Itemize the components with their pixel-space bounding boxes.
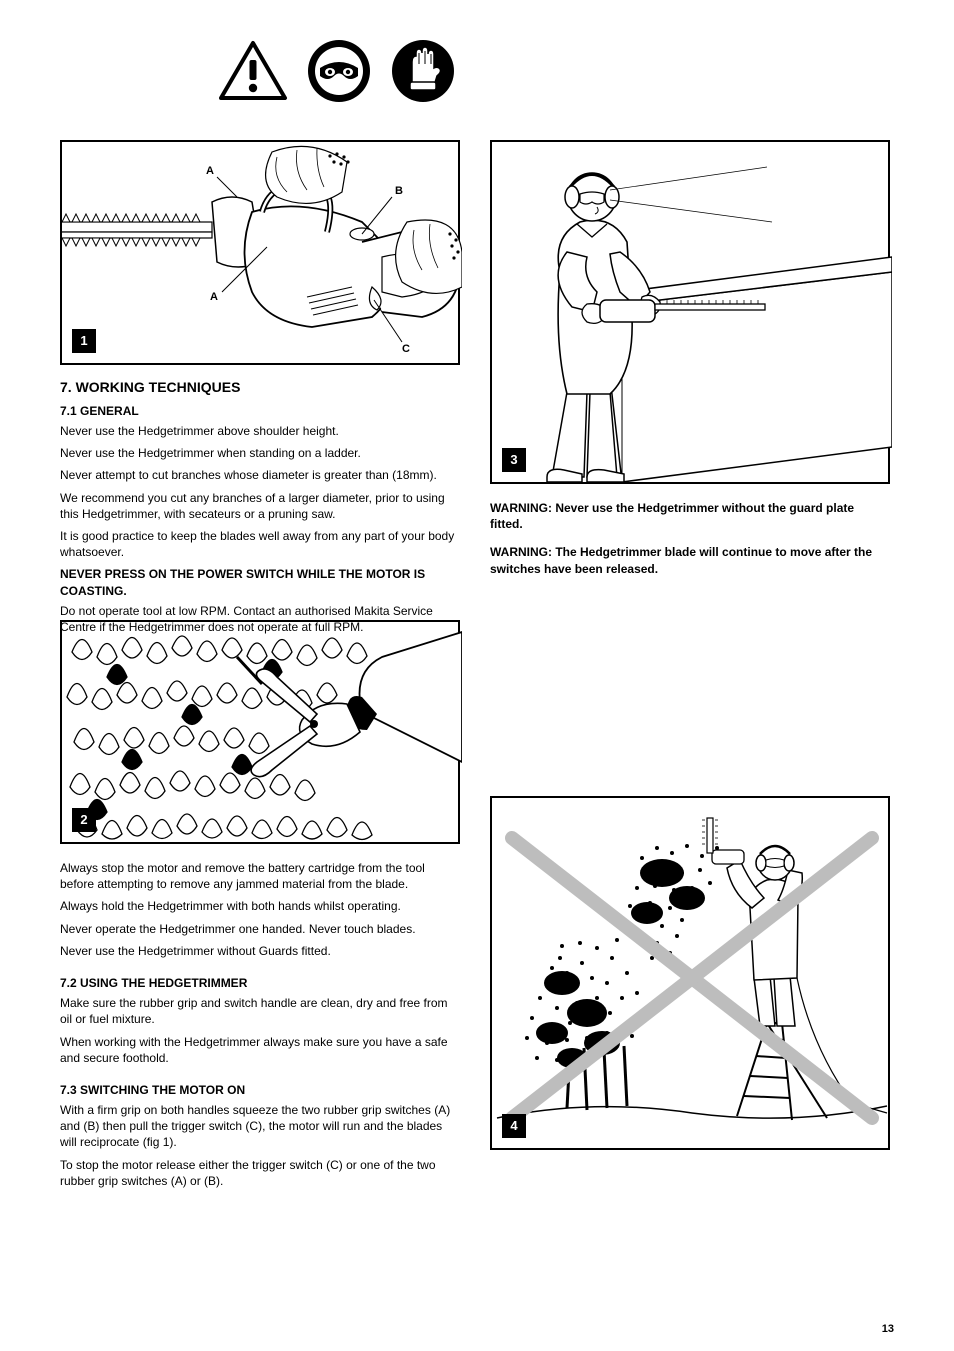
figure-4: 4	[490, 796, 890, 1150]
gloves-icon	[390, 38, 456, 108]
figure-1-label: 1	[72, 329, 96, 353]
left-text-block-2: Always stop the motor and remove the bat…	[60, 860, 460, 1195]
figure-4-label: 4	[502, 1114, 526, 1138]
using-p2: When working with the Hedgetrimmer alway…	[60, 1034, 460, 1066]
start-p1: With a firm grip on both handles squeeze…	[60, 1102, 460, 1151]
using-p1: Make sure the rubber grip and switch han…	[60, 995, 460, 1027]
warn-p2: WARNING: The Hedgetrimmer blade will con…	[490, 544, 890, 576]
general-p8: Always stop the motor and remove the bat…	[60, 860, 460, 892]
general-p6: NEVER PRESS ON THE POWER SWITCH WHILE TH…	[60, 566, 460, 598]
general-p11: Never use the Hedgetrimmer without Guard…	[60, 943, 460, 959]
figure-1: A B C A 1	[60, 140, 460, 365]
figure-2-label: 2	[72, 808, 96, 832]
right-text-block: WARNING: Never use the Hedgetrimmer with…	[490, 500, 890, 581]
left-text-block-1: 7. WORKING TECHNIQUES 7.1 GENERAL Never …	[60, 378, 460, 641]
general-p7: Do not operate tool at low RPM. Contact …	[60, 603, 460, 635]
goggles-icon	[306, 38, 372, 108]
callout-c: C	[402, 342, 410, 357]
page-number: 13	[882, 1322, 894, 1337]
safety-icon-row	[218, 38, 456, 108]
general-p10: Never operate the Hedgetrimmer one hande…	[60, 921, 460, 937]
callout-a-lower: A	[210, 290, 218, 305]
callout-b: B	[395, 184, 403, 199]
using-subtitle: 7.2 USING THE HEDGETRIMMER	[60, 975, 460, 991]
general-p1: Never use the Hedgetrimmer above shoulde…	[60, 423, 460, 439]
warn-p1: WARNING: Never use the Hedgetrimmer with…	[490, 500, 890, 532]
callout-a-upper: A	[206, 164, 214, 179]
general-p3: Never attempt to cut branches whose diam…	[60, 467, 460, 483]
general-p4: We recommend you cut any branches of a l…	[60, 490, 460, 522]
section-7-title: 7. WORKING TECHNIQUES	[60, 378, 460, 397]
general-p9: Always hold the Hedgetrimmer with both h…	[60, 898, 460, 914]
start-p2: To stop the motor release either the tri…	[60, 1157, 460, 1189]
warning-triangle-icon	[218, 40, 288, 106]
general-p2: Never use the Hedgetrimmer when standing…	[60, 445, 460, 461]
figure-3-label: 3	[502, 448, 526, 472]
start-subtitle: 7.3 SWITCHING THE MOTOR ON	[60, 1082, 460, 1098]
general-subtitle: 7.1 GENERAL	[60, 403, 460, 419]
figure-3: 3	[490, 140, 890, 484]
figure-2: 2	[60, 620, 460, 844]
general-p5: It is good practice to keep the blades w…	[60, 528, 460, 560]
